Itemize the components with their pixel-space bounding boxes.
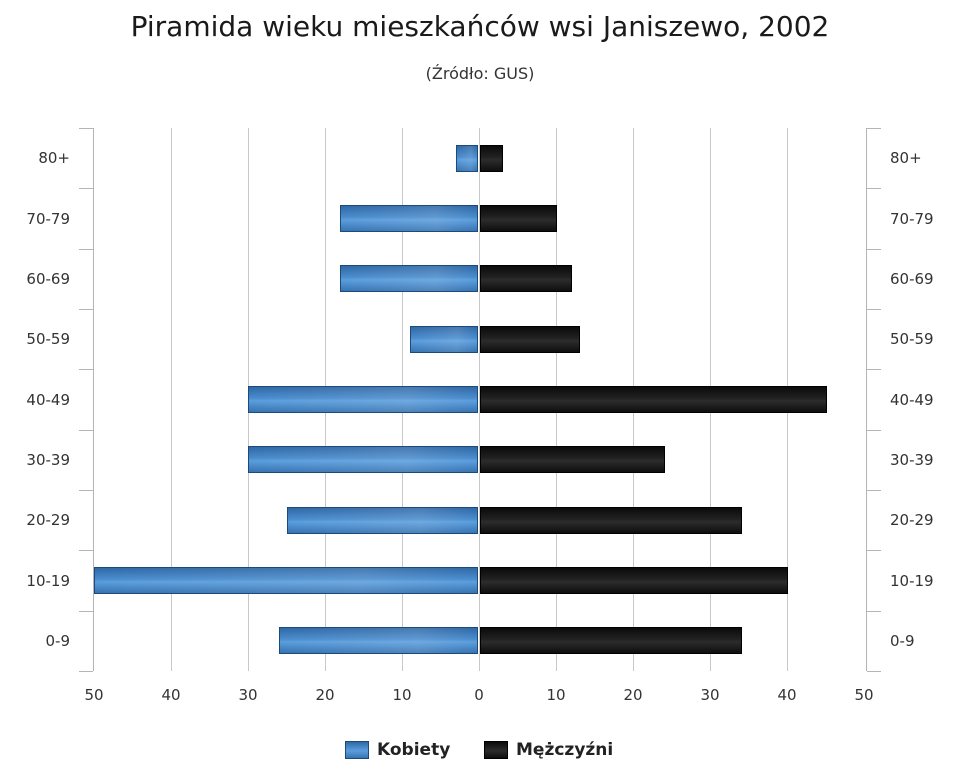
gridline: [479, 128, 480, 671]
x-tick-label: 30: [238, 686, 258, 704]
y-tick-right: [867, 430, 881, 431]
legend-label-kobiety: Kobiety: [377, 740, 451, 760]
bar-kobiety[interactable]: [94, 567, 478, 594]
x-tick-label: 0: [474, 686, 484, 704]
bar-mezczyzni[interactable]: [480, 325, 581, 353]
category-label-left: 80+: [38, 149, 70, 168]
category-label-left: 60-69: [26, 269, 70, 288]
legend: Kobiety Mężczyźni: [0, 740, 960, 764]
category-label-right: 10-19: [890, 571, 934, 590]
y-tick-right: [867, 128, 881, 129]
x-tick-label: 40: [161, 686, 181, 704]
y-tick-left: [79, 249, 93, 250]
category-label-left: 0-9: [45, 631, 71, 650]
y-tick-right: [867, 309, 881, 310]
bar-kobiety[interactable]: [248, 386, 478, 413]
y-tick-left: [79, 490, 93, 491]
legend-item-mezczyzni[interactable]: Mężczyźni: [484, 740, 613, 760]
x-tick-label: 20: [623, 686, 643, 704]
bar-kobiety[interactable]: [409, 325, 478, 353]
x-tick-label: 20: [315, 686, 335, 704]
chart-subtitle: (Źródło: GUS): [425, 64, 535, 83]
y-tick-right: [867, 249, 881, 250]
y-tick-left: [79, 550, 93, 551]
y-tick-left: [79, 188, 93, 189]
bar-mezczyzni[interactable]: [480, 567, 788, 594]
legend-swatch-mezczyzni: [484, 741, 508, 759]
y-tick-left: [79, 369, 93, 370]
category-label-right: 20-29: [890, 511, 934, 530]
y-tick-right: [867, 550, 881, 551]
bar-mezczyzni[interactable]: [480, 144, 504, 172]
y-tick-right: [867, 369, 881, 370]
y-tick-right: [867, 188, 881, 189]
category-label-right: 0-9: [890, 631, 915, 650]
y-tick-right: [867, 490, 881, 491]
gridline: [171, 128, 172, 671]
bar-mezczyzni[interactable]: [480, 205, 557, 232]
category-label-right: 30-39: [890, 450, 934, 469]
category-label-right: 70-79: [890, 209, 934, 228]
bar-mezczyzni[interactable]: [480, 627, 742, 655]
category-label-left: 30-39: [26, 450, 70, 469]
y-tick-left: [79, 671, 93, 672]
bar-kobiety[interactable]: [286, 506, 478, 534]
y-tick-left: [79, 430, 93, 431]
category-label-left: 50-59: [26, 330, 70, 349]
bar-kobiety[interactable]: [278, 627, 478, 655]
y-tick-right: [867, 611, 881, 612]
legend-item-kobiety[interactable]: Kobiety: [345, 740, 450, 760]
category-label-right: 80+: [890, 149, 922, 168]
y-axis-right: [866, 128, 867, 671]
chart-title: Piramida wieku mieszkańców wsi Janiszewo…: [130, 10, 830, 43]
category-label-right: 50-59: [890, 330, 934, 349]
bar-kobiety[interactable]: [455, 144, 478, 172]
legend-swatch-kobiety: [345, 741, 369, 759]
category-label-right: 60-69: [890, 269, 934, 288]
bar-mezczyzni[interactable]: [480, 386, 827, 413]
category-label-left: 40-49: [26, 390, 70, 409]
x-tick-label: 30: [700, 686, 720, 704]
category-label-left: 20-29: [26, 511, 70, 530]
category-label-right: 40-49: [890, 390, 934, 409]
x-tick-label: 50: [84, 686, 104, 704]
legend-label-mezczyzni: Mężczyźni: [516, 740, 614, 760]
x-tick-label: 50: [854, 686, 874, 704]
y-tick-right: [867, 671, 881, 672]
bar-mezczyzni[interactable]: [480, 265, 573, 293]
x-tick-label: 40: [777, 686, 797, 704]
category-label-left: 10-19: [26, 571, 70, 590]
x-tick-label: 10: [546, 686, 566, 704]
y-tick-left: [79, 309, 93, 310]
category-label-left: 70-79: [26, 209, 70, 228]
x-tick-label: 10: [392, 686, 412, 704]
bar-mezczyzni[interactable]: [480, 506, 742, 534]
y-tick-left: [79, 611, 93, 612]
y-tick-left: [79, 128, 93, 129]
bar-mezczyzni[interactable]: [480, 446, 665, 474]
bar-kobiety[interactable]: [248, 446, 478, 474]
bar-kobiety[interactable]: [340, 265, 478, 293]
bar-kobiety[interactable]: [340, 205, 478, 232]
y-axis-left: [93, 128, 94, 671]
